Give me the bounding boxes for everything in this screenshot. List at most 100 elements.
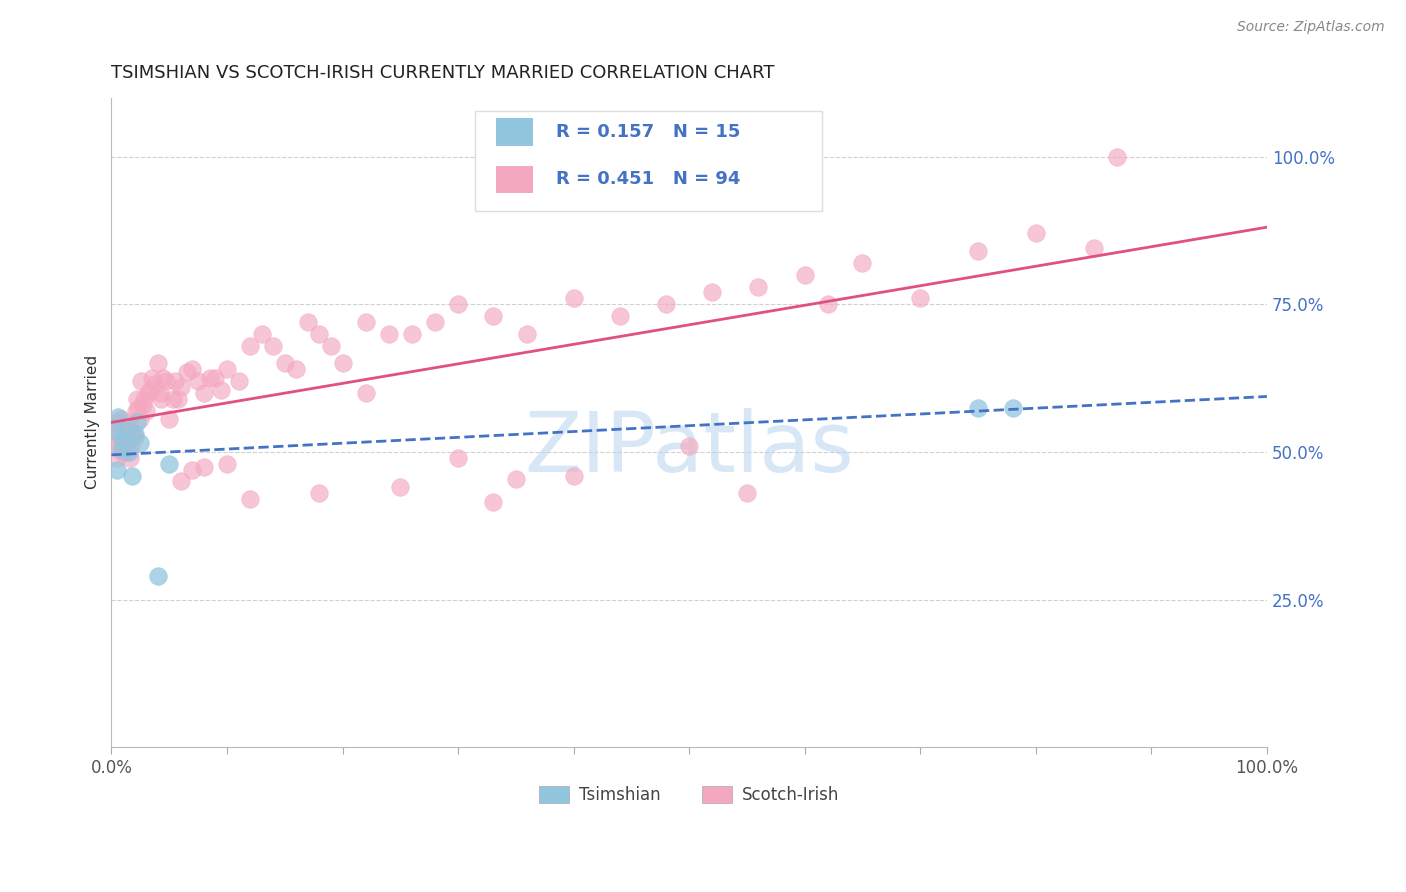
Point: [170, 380, 193, 394]
Point: [447, 450, 470, 465]
Point: [127, 401, 149, 415]
Point: [114, 433, 136, 447]
Point: [138, 383, 160, 397]
Point: [135, 403, 157, 417]
Point: [111, 445, 134, 459]
Text: R = 0.157   N = 15: R = 0.157 N = 15: [557, 123, 741, 141]
Point: [239, 338, 262, 352]
Point: [297, 315, 319, 329]
Point: [155, 374, 177, 388]
Point: [157, 457, 180, 471]
Point: [423, 315, 446, 329]
Point: [481, 309, 503, 323]
Point: [793, 268, 815, 282]
Point: [967, 401, 990, 415]
Point: [111, 421, 134, 435]
Point: [129, 412, 152, 426]
Text: R = 0.451   N = 94: R = 0.451 N = 94: [557, 170, 741, 188]
Point: [107, 409, 129, 424]
Bar: [496, 119, 533, 145]
Point: [209, 383, 232, 397]
Point: [308, 486, 330, 500]
Point: [112, 439, 135, 453]
Point: [655, 297, 678, 311]
Point: [146, 356, 169, 370]
Point: [118, 425, 141, 439]
Point: [401, 326, 423, 341]
Point: [143, 377, 166, 392]
Point: [505, 471, 527, 485]
Point: [121, 468, 143, 483]
Point: [910, 291, 932, 305]
Point: [167, 392, 190, 406]
Point: [181, 362, 204, 376]
Point: [851, 256, 873, 270]
Point: [124, 427, 146, 442]
Point: [108, 433, 131, 447]
Point: [118, 450, 141, 465]
Point: [377, 326, 399, 341]
Point: [104, 425, 127, 439]
Point: [817, 297, 839, 311]
Point: [162, 392, 184, 406]
Point: [215, 457, 238, 471]
Point: [1001, 401, 1024, 415]
Point: [274, 356, 297, 370]
Point: [104, 427, 127, 442]
Point: [110, 412, 132, 426]
Point: [125, 392, 148, 406]
Point: [193, 385, 215, 400]
Point: [149, 385, 172, 400]
Point: [110, 442, 132, 456]
Point: [967, 244, 990, 259]
Point: [107, 418, 129, 433]
Legend: Tsimshian, Scotch-Irish: Tsimshian, Scotch-Irish: [531, 779, 846, 811]
Point: [389, 480, 412, 494]
Point: [105, 450, 128, 465]
Point: [354, 385, 377, 400]
Text: ZIPatlas: ZIPatlas: [524, 408, 853, 489]
Point: [181, 463, 204, 477]
Point: [239, 492, 262, 507]
Point: [187, 374, 209, 388]
Point: [1083, 241, 1105, 255]
Text: Source: ZipAtlas.com: Source: ZipAtlas.com: [1237, 20, 1385, 34]
Point: [747, 279, 769, 293]
Point: [115, 445, 138, 459]
Point: [118, 416, 141, 430]
Y-axis label: Currently Married: Currently Married: [86, 355, 100, 490]
Bar: [475, 111, 823, 211]
Point: [1025, 227, 1047, 241]
Point: [122, 427, 145, 442]
Point: [105, 463, 128, 477]
Point: [250, 326, 273, 341]
Point: [678, 439, 700, 453]
Point: [131, 374, 153, 388]
Point: [124, 430, 146, 444]
Point: [111, 445, 134, 459]
Point: [163, 374, 186, 388]
Point: [120, 439, 142, 453]
Point: [198, 371, 221, 385]
Point: [332, 356, 354, 370]
Point: [157, 412, 180, 426]
Point: [702, 285, 724, 300]
Point: [516, 326, 538, 341]
Point: [228, 374, 250, 388]
Point: [204, 371, 226, 385]
Point: [215, 362, 238, 376]
Point: [125, 416, 148, 430]
Point: [735, 486, 758, 500]
Point: [121, 425, 143, 439]
Point: [118, 445, 141, 459]
Point: [152, 371, 174, 385]
Point: [447, 297, 470, 311]
Point: [308, 326, 330, 341]
Point: [105, 416, 128, 430]
Point: [170, 475, 193, 489]
Point: [1105, 150, 1128, 164]
Point: [131, 398, 153, 412]
Point: [319, 338, 342, 352]
Point: [354, 315, 377, 329]
Point: [124, 403, 146, 417]
